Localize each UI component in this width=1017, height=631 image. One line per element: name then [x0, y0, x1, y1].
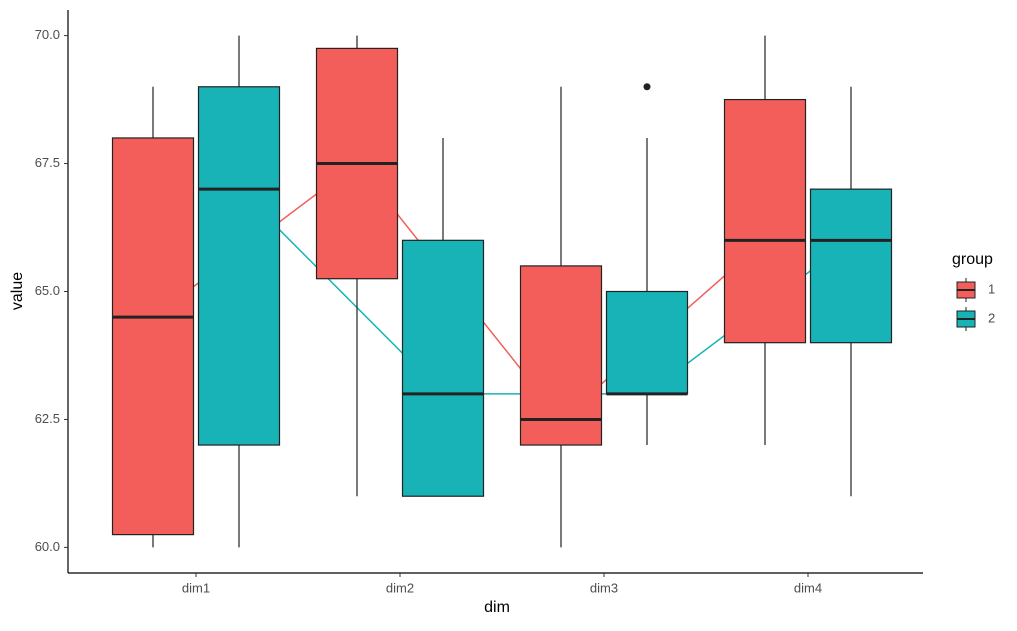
x-tick-label: dim3	[590, 580, 618, 595]
y-axis-label: value	[9, 272, 26, 310]
box	[809, 188, 893, 344]
box	[605, 290, 689, 395]
x-tick-label: dim1	[182, 580, 210, 595]
x-axis-label: dim	[484, 599, 510, 616]
y-tick-label: 65.0	[35, 283, 60, 298]
x-tick-label: dim4	[794, 580, 822, 595]
box	[111, 137, 195, 536]
outlier	[643, 83, 651, 91]
legend-label: 2	[988, 310, 995, 325]
box	[401, 239, 485, 497]
y-tick-label: 62.5	[35, 411, 60, 426]
box	[519, 265, 603, 446]
y-tick-label: 67.5	[35, 155, 60, 170]
y-tick-label: 70.0	[35, 27, 60, 42]
legend-title: group	[952, 251, 993, 268]
y-tick-label: 60.0	[35, 539, 60, 554]
box	[723, 98, 807, 344]
x-tick-label: dim2	[386, 580, 414, 595]
box	[197, 86, 281, 446]
legend-label: 1	[988, 281, 995, 296]
